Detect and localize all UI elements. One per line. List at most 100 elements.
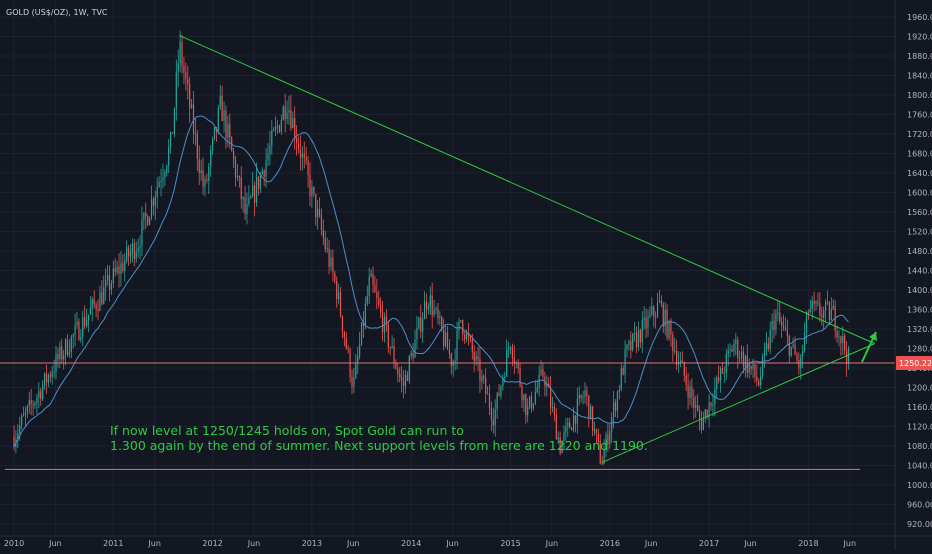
candle-body xyxy=(30,400,32,405)
candle-body xyxy=(305,157,307,161)
candle-body xyxy=(721,368,724,374)
candle-body xyxy=(362,322,365,327)
candle-body xyxy=(110,283,112,290)
candle-body xyxy=(718,377,720,381)
candle-body xyxy=(597,433,599,442)
candle-body xyxy=(103,287,105,305)
candle-body xyxy=(296,137,298,144)
candle-body xyxy=(576,398,578,424)
candle-body xyxy=(269,145,271,154)
candle-body xyxy=(805,312,808,334)
candle-body xyxy=(656,302,659,317)
candle-body xyxy=(517,362,519,368)
candle-body xyxy=(311,186,313,197)
y-tick-label: 1280.00 xyxy=(907,345,932,354)
x-tick-label: 2012 xyxy=(202,539,222,548)
candle-body xyxy=(330,257,332,267)
y-tick-label: 1600.00 xyxy=(907,189,932,198)
chart-title: GOLD (US$/OZ), 1W, TVC xyxy=(6,8,108,17)
candle-body xyxy=(691,386,693,398)
candle-body xyxy=(126,247,128,262)
candle-body xyxy=(697,404,699,411)
x-tick-label: 2010 xyxy=(4,539,24,548)
candle-body xyxy=(826,302,829,304)
candle-body xyxy=(49,375,51,377)
candle-body xyxy=(448,349,450,354)
candle-body xyxy=(781,321,783,327)
candle-body xyxy=(76,321,78,326)
x-tick-label: 2013 xyxy=(302,539,322,548)
candle-body xyxy=(338,292,340,300)
candle-body xyxy=(481,376,483,382)
candle-body xyxy=(603,450,605,465)
candle-body xyxy=(385,316,387,324)
candle-body xyxy=(395,363,397,369)
candle-body xyxy=(847,348,850,365)
candle-body xyxy=(620,368,622,390)
candle-body xyxy=(672,334,674,352)
candle-body xyxy=(397,368,399,374)
candle-body xyxy=(72,334,74,337)
candle-body xyxy=(742,351,745,368)
candle-body xyxy=(782,326,785,328)
candle-body xyxy=(99,292,101,311)
y-tick-label: 960.00 xyxy=(907,501,932,510)
candle-body xyxy=(351,377,353,387)
candle-body xyxy=(532,403,535,409)
candle-body xyxy=(519,367,521,386)
candle-body xyxy=(828,302,831,321)
candle-body xyxy=(647,316,649,329)
candle-body xyxy=(192,104,195,134)
candle-body xyxy=(754,364,756,377)
candle-body xyxy=(275,126,277,130)
candle-body xyxy=(175,71,177,109)
candle-body xyxy=(462,320,464,335)
candle-body xyxy=(624,349,626,375)
candle-body xyxy=(84,317,86,327)
candle-body xyxy=(748,365,750,373)
candle-body xyxy=(255,176,258,203)
candle-body xyxy=(147,216,149,225)
candle-body xyxy=(559,437,561,454)
candle-body xyxy=(525,394,527,416)
candle-body xyxy=(563,432,565,442)
y-tick-label: 1400.00 xyxy=(907,286,932,295)
candle-body xyxy=(89,308,91,315)
candle-body xyxy=(433,309,435,316)
candle-body xyxy=(343,331,345,338)
candle-body xyxy=(42,385,44,399)
candle-body xyxy=(452,361,454,367)
candle-body xyxy=(164,172,166,178)
candle-body xyxy=(158,182,160,188)
candle-body xyxy=(372,273,374,285)
candle-body xyxy=(458,321,460,331)
candle-body xyxy=(681,360,683,363)
candle-body xyxy=(194,133,197,135)
candle-body xyxy=(234,159,237,178)
candle-body xyxy=(95,304,97,310)
candle-body xyxy=(359,344,361,356)
candle-body xyxy=(773,320,775,330)
candle-body xyxy=(643,317,645,320)
candle-body xyxy=(347,348,349,350)
ma-line xyxy=(13,115,849,448)
candle-body xyxy=(630,341,632,350)
candle-body xyxy=(261,170,263,174)
candle-body xyxy=(521,385,523,401)
candle-body xyxy=(334,272,336,281)
candle-body xyxy=(139,246,141,248)
candle-body xyxy=(840,335,842,344)
candle-body xyxy=(97,309,99,311)
candle-body xyxy=(318,208,321,215)
candle-body xyxy=(639,329,641,343)
candle-body xyxy=(775,313,777,330)
candle-body xyxy=(561,441,563,454)
candle-body xyxy=(250,196,252,198)
candle-body xyxy=(137,247,139,252)
y-tick-label: 1160.00 xyxy=(907,403,932,412)
candle-body xyxy=(223,110,225,122)
candle-body xyxy=(135,251,137,259)
candle-body xyxy=(290,109,292,128)
